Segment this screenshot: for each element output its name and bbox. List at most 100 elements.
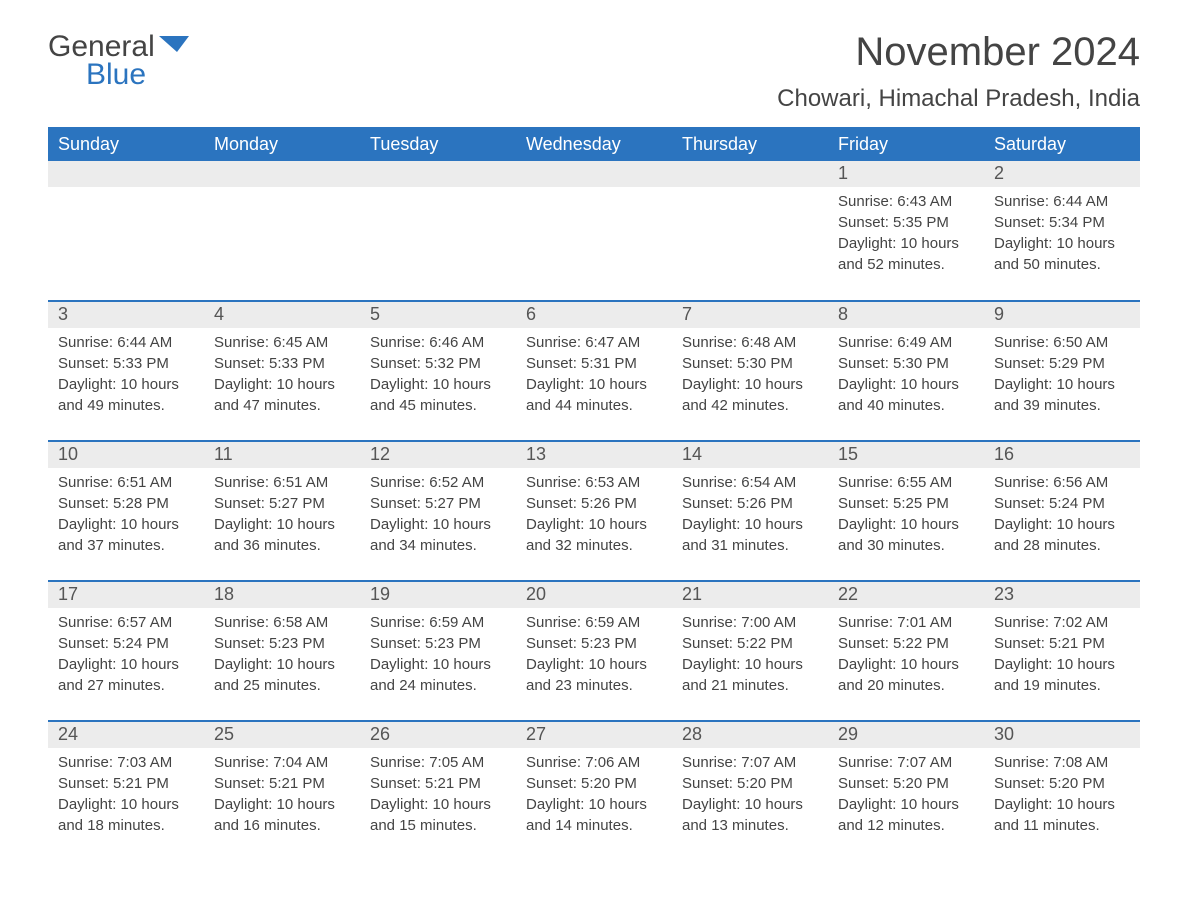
sunset-line: Sunset: 5:23 PM <box>370 633 506 654</box>
day-number <box>204 161 360 187</box>
day-number: 28 <box>672 722 828 748</box>
day-details: Sunrise: 6:44 AMSunset: 5:33 PMDaylight:… <box>48 328 204 416</box>
weekday-header-row: SundayMondayTuesdayWednesdayThursdayFrid… <box>48 127 1140 161</box>
daylight-line: Daylight: 10 hours and 16 minutes. <box>214 794 350 836</box>
sunset-line: Sunset: 5:23 PM <box>526 633 662 654</box>
daylight-line: Daylight: 10 hours and 19 minutes. <box>994 654 1130 696</box>
calendar-day-cell: 25Sunrise: 7:04 AMSunset: 5:21 PMDayligh… <box>204 721 360 861</box>
calendar-body: 1Sunrise: 6:43 AMSunset: 5:35 PMDaylight… <box>48 161 1140 861</box>
sunrise-line: Sunrise: 7:08 AM <box>994 752 1130 773</box>
daylight-line: Daylight: 10 hours and 21 minutes. <box>682 654 818 696</box>
calendar-day-cell: 12Sunrise: 6:52 AMSunset: 5:27 PMDayligh… <box>360 441 516 581</box>
daylight-line: Daylight: 10 hours and 20 minutes. <box>838 654 974 696</box>
calendar-empty-cell <box>672 161 828 301</box>
calendar-week-row: 10Sunrise: 6:51 AMSunset: 5:28 PMDayligh… <box>48 441 1140 581</box>
daylight-line: Daylight: 10 hours and 23 minutes. <box>526 654 662 696</box>
sunrise-line: Sunrise: 6:50 AM <box>994 332 1130 353</box>
calendar-day-cell: 9Sunrise: 6:50 AMSunset: 5:29 PMDaylight… <box>984 301 1140 441</box>
day-details: Sunrise: 6:47 AMSunset: 5:31 PMDaylight:… <box>516 328 672 416</box>
sunrise-line: Sunrise: 6:46 AM <box>370 332 506 353</box>
sunset-line: Sunset: 5:32 PM <box>370 353 506 374</box>
sunset-line: Sunset: 5:21 PM <box>994 633 1130 654</box>
day-details: Sunrise: 6:48 AMSunset: 5:30 PMDaylight:… <box>672 328 828 416</box>
sunrise-line: Sunrise: 7:07 AM <box>682 752 818 773</box>
day-details: Sunrise: 7:04 AMSunset: 5:21 PMDaylight:… <box>204 748 360 836</box>
sunset-line: Sunset: 5:20 PM <box>838 773 974 794</box>
day-details: Sunrise: 6:51 AMSunset: 5:27 PMDaylight:… <box>204 468 360 556</box>
daylight-line: Daylight: 10 hours and 27 minutes. <box>58 654 194 696</box>
day-number: 7 <box>672 302 828 328</box>
daylight-line: Daylight: 10 hours and 12 minutes. <box>838 794 974 836</box>
sunset-line: Sunset: 5:20 PM <box>526 773 662 794</box>
daylight-line: Daylight: 10 hours and 49 minutes. <box>58 374 194 416</box>
daylight-line: Daylight: 10 hours and 45 minutes. <box>370 374 506 416</box>
calendar-day-cell: 28Sunrise: 7:07 AMSunset: 5:20 PMDayligh… <box>672 721 828 861</box>
calendar-day-cell: 18Sunrise: 6:58 AMSunset: 5:23 PMDayligh… <box>204 581 360 721</box>
daylight-line: Daylight: 10 hours and 34 minutes. <box>370 514 506 556</box>
sunset-line: Sunset: 5:21 PM <box>214 773 350 794</box>
sunrise-line: Sunrise: 6:53 AM <box>526 472 662 493</box>
daylight-line: Daylight: 10 hours and 25 minutes. <box>214 654 350 696</box>
brand-logo: General Blue <box>48 30 195 92</box>
day-details: Sunrise: 6:58 AMSunset: 5:23 PMDaylight:… <box>204 608 360 696</box>
calendar-week-row: 1Sunrise: 6:43 AMSunset: 5:35 PMDaylight… <box>48 161 1140 301</box>
day-number <box>360 161 516 187</box>
day-number: 11 <box>204 442 360 468</box>
sunset-line: Sunset: 5:33 PM <box>214 353 350 374</box>
day-details: Sunrise: 7:01 AMSunset: 5:22 PMDaylight:… <box>828 608 984 696</box>
weekday-header: Saturday <box>984 127 1140 161</box>
day-number: 10 <box>48 442 204 468</box>
sunset-line: Sunset: 5:28 PM <box>58 493 194 514</box>
sunrise-line: Sunrise: 6:52 AM <box>370 472 506 493</box>
sunset-line: Sunset: 5:21 PM <box>370 773 506 794</box>
day-number: 26 <box>360 722 516 748</box>
day-number: 25 <box>204 722 360 748</box>
day-details: Sunrise: 7:05 AMSunset: 5:21 PMDaylight:… <box>360 748 516 836</box>
calendar-day-cell: 13Sunrise: 6:53 AMSunset: 5:26 PMDayligh… <box>516 441 672 581</box>
daylight-line: Daylight: 10 hours and 32 minutes. <box>526 514 662 556</box>
day-details: Sunrise: 6:50 AMSunset: 5:29 PMDaylight:… <box>984 328 1140 416</box>
day-details: Sunrise: 6:55 AMSunset: 5:25 PMDaylight:… <box>828 468 984 556</box>
day-details: Sunrise: 6:43 AMSunset: 5:35 PMDaylight:… <box>828 187 984 275</box>
calendar-table: SundayMondayTuesdayWednesdayThursdayFrid… <box>48 127 1140 861</box>
day-details: Sunrise: 7:06 AMSunset: 5:20 PMDaylight:… <box>516 748 672 836</box>
weekday-header: Tuesday <box>360 127 516 161</box>
day-number: 8 <box>828 302 984 328</box>
day-number: 3 <box>48 302 204 328</box>
sunrise-line: Sunrise: 6:59 AM <box>526 612 662 633</box>
calendar-day-cell: 8Sunrise: 6:49 AMSunset: 5:30 PMDaylight… <box>828 301 984 441</box>
day-number: 29 <box>828 722 984 748</box>
day-details: Sunrise: 7:02 AMSunset: 5:21 PMDaylight:… <box>984 608 1140 696</box>
day-number: 17 <box>48 582 204 608</box>
day-number: 24 <box>48 722 204 748</box>
daylight-line: Daylight: 10 hours and 52 minutes. <box>838 233 974 275</box>
calendar-day-cell: 27Sunrise: 7:06 AMSunset: 5:20 PMDayligh… <box>516 721 672 861</box>
sunrise-line: Sunrise: 6:44 AM <box>994 191 1130 212</box>
sunrise-line: Sunrise: 7:00 AM <box>682 612 818 633</box>
day-number: 6 <box>516 302 672 328</box>
calendar-day-cell: 16Sunrise: 6:56 AMSunset: 5:24 PMDayligh… <box>984 441 1140 581</box>
day-number: 23 <box>984 582 1140 608</box>
calendar-empty-cell <box>48 161 204 301</box>
day-number: 1 <box>828 161 984 187</box>
page-header: General Blue November 2024 Chowari, Hima… <box>48 30 1140 123</box>
title-block: November 2024 Chowari, Himachal Pradesh,… <box>777 30 1140 123</box>
daylight-line: Daylight: 10 hours and 44 minutes. <box>526 374 662 416</box>
sunset-line: Sunset: 5:24 PM <box>58 633 194 654</box>
calendar-day-cell: 11Sunrise: 6:51 AMSunset: 5:27 PMDayligh… <box>204 441 360 581</box>
weekday-header: Wednesday <box>516 127 672 161</box>
day-details: Sunrise: 6:59 AMSunset: 5:23 PMDaylight:… <box>516 608 672 696</box>
sunset-line: Sunset: 5:34 PM <box>994 212 1130 233</box>
day-details: Sunrise: 6:52 AMSunset: 5:27 PMDaylight:… <box>360 468 516 556</box>
sunset-line: Sunset: 5:20 PM <box>994 773 1130 794</box>
weekday-header: Sunday <box>48 127 204 161</box>
day-details: Sunrise: 6:53 AMSunset: 5:26 PMDaylight:… <box>516 468 672 556</box>
sunset-line: Sunset: 5:22 PM <box>838 633 974 654</box>
weekday-header: Thursday <box>672 127 828 161</box>
sunset-line: Sunset: 5:30 PM <box>838 353 974 374</box>
day-number: 19 <box>360 582 516 608</box>
day-number: 18 <box>204 582 360 608</box>
calendar-day-cell: 6Sunrise: 6:47 AMSunset: 5:31 PMDaylight… <box>516 301 672 441</box>
calendar-week-row: 24Sunrise: 7:03 AMSunset: 5:21 PMDayligh… <box>48 721 1140 861</box>
sunrise-line: Sunrise: 6:43 AM <box>838 191 974 212</box>
